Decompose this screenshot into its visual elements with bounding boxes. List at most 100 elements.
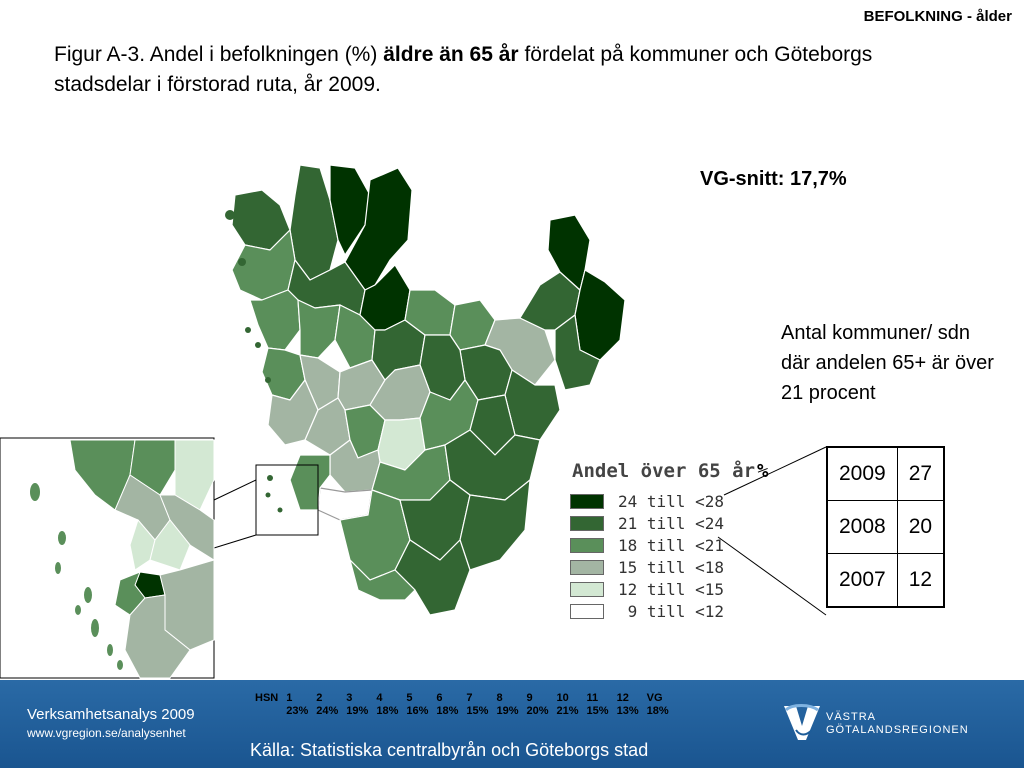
hsn-number: 1 [286,692,293,704]
zoom-box [255,464,319,536]
inset-island [91,619,99,637]
org-name: Verksamhetsanalys 2009 [27,706,195,723]
hsn-number: 3 [346,692,353,704]
legend-row: 21 till <24 [570,512,768,534]
legend-unit: % [757,460,769,482]
municipality-region [344,167,413,291]
hsn-value: 21% [556,705,579,717]
logo-line-2: GÖTALANDSREGIONEN [826,724,969,736]
island-shape [225,210,235,220]
municipality-region [297,299,341,359]
hsn-number: 11 [586,692,599,704]
legend-label: 15 till <18 [618,557,724,577]
hsn-value: 15% [586,705,609,717]
figure-title: Figur A-3. Andel i befolkningen (%) äldr… [54,40,954,100]
legend: Andel över 65 år% 24 till <28 21 till <24… [570,460,768,622]
hsn-label: HSN [255,692,279,704]
island-shape [238,258,246,266]
legend-label: 24 till <28 [618,491,724,511]
island-shape [265,377,271,383]
footer-bar [0,680,1024,768]
hsn-number: 2 [316,692,323,704]
source-text: Källa: Statistiska centralbyrån och Göte… [250,740,649,760]
hsn-number: 4 [376,692,383,704]
section-tag: BEFOLKNING - ålder [863,8,1012,25]
legend-row: 9 till <12 [570,600,768,622]
legend-title: Andel över 65 år% [572,460,768,482]
inset-island [117,660,123,670]
island-shape [267,475,273,481]
table-row: 2009 27 [826,446,945,501]
legend-swatch [570,603,604,619]
title-prefix: Figur A-3. Andel i befolkningen (%) [54,43,384,66]
hsn-value: 23% [286,705,309,717]
hsn-number: 8 [496,692,503,704]
table-row: 2008 20 [826,500,945,554]
table-cell-year: 2007 [826,553,898,608]
hsn-number: 9 [526,692,533,704]
hsn-number: 7 [466,692,473,704]
legend-swatch [570,581,604,597]
municipality-region [249,289,301,351]
legend-swatch [570,493,604,509]
legend-pointer-line [717,536,827,616]
hsn-table: HSN 1 2 3 4 5 6 7 8 9 10 11 12 VG 23% 24% 19% 18% 16% 18% 1… [251,692,673,718]
island-shape [245,327,251,333]
legend-label: 12 till <15 [618,579,724,599]
legend-pointer-line [723,446,827,496]
hsn-value: 24% [316,705,339,717]
island-shape [277,507,283,513]
municipality-region [289,454,331,511]
hsn-number: 5 [406,692,413,704]
table-row: 2007 12 [826,553,945,608]
island-shape [265,492,271,498]
hsn-value: 16% [406,705,429,717]
vgr-logo-mark [784,704,820,740]
legend-label: 9 till <12 [618,601,724,621]
zoom-connector-line [213,534,257,549]
zoom-connector-line [213,479,257,501]
logo-line-1: VÄSTRA [826,711,876,723]
legend-label: 21 till <24 [618,513,724,533]
hsn-value: 19% [346,705,369,717]
legend-row: 15 till <18 [570,556,768,578]
hsn-value: 13% [616,705,639,717]
inset-island [75,605,81,615]
legend-row: 18 till <21 [570,534,768,556]
table-cell-count: 12 [896,553,945,608]
table-cell-year: 2009 [826,446,898,501]
legend-title-text: Andel över 65 år [572,460,756,482]
municipality-region [349,559,416,601]
legend-row: 24 till <28 [570,490,768,512]
legend-label: 18 till <21 [618,535,724,555]
hsn-number: 6 [436,692,443,704]
vg-average-label: VG-snitt: 17,7% [700,168,847,190]
inset-island [107,644,113,656]
legend-rows: 24 till <28 21 till <24 18 till <21 15 till… [570,490,768,622]
count-table: 2009 27 2008 20 2007 12 [826,446,946,608]
inset-map [0,437,215,679]
table-cell-count: 27 [896,446,945,501]
inset-island [58,531,66,545]
municipality-region [574,269,626,361]
legend-row: 12 till <15 [570,578,768,600]
title-emphasis: äldre än 65 år [383,43,519,66]
hsn-value: 15% [466,705,489,717]
table-cell-year: 2008 [826,500,898,554]
hsn-number: 10 [556,692,569,704]
inset-island [84,587,92,603]
org-url[interactable]: www.vgregion.se/analysenhet [27,726,186,740]
inset-island [30,483,40,501]
island-shape [255,342,261,348]
legend-swatch [570,537,604,553]
inset-island [55,562,61,574]
hsn-value: 18% [436,705,459,717]
hsn-value: 18% [646,705,669,717]
choropleth-map [0,164,827,679]
municipality-region [329,164,371,256]
hsn-value: 20% [526,705,549,717]
hsn-number: 12 [616,692,629,704]
municipality-region [554,314,601,391]
vgr-logo: VÄSTRA GÖTALANDSREGIONEN [784,704,969,740]
legend-swatch [570,515,604,531]
